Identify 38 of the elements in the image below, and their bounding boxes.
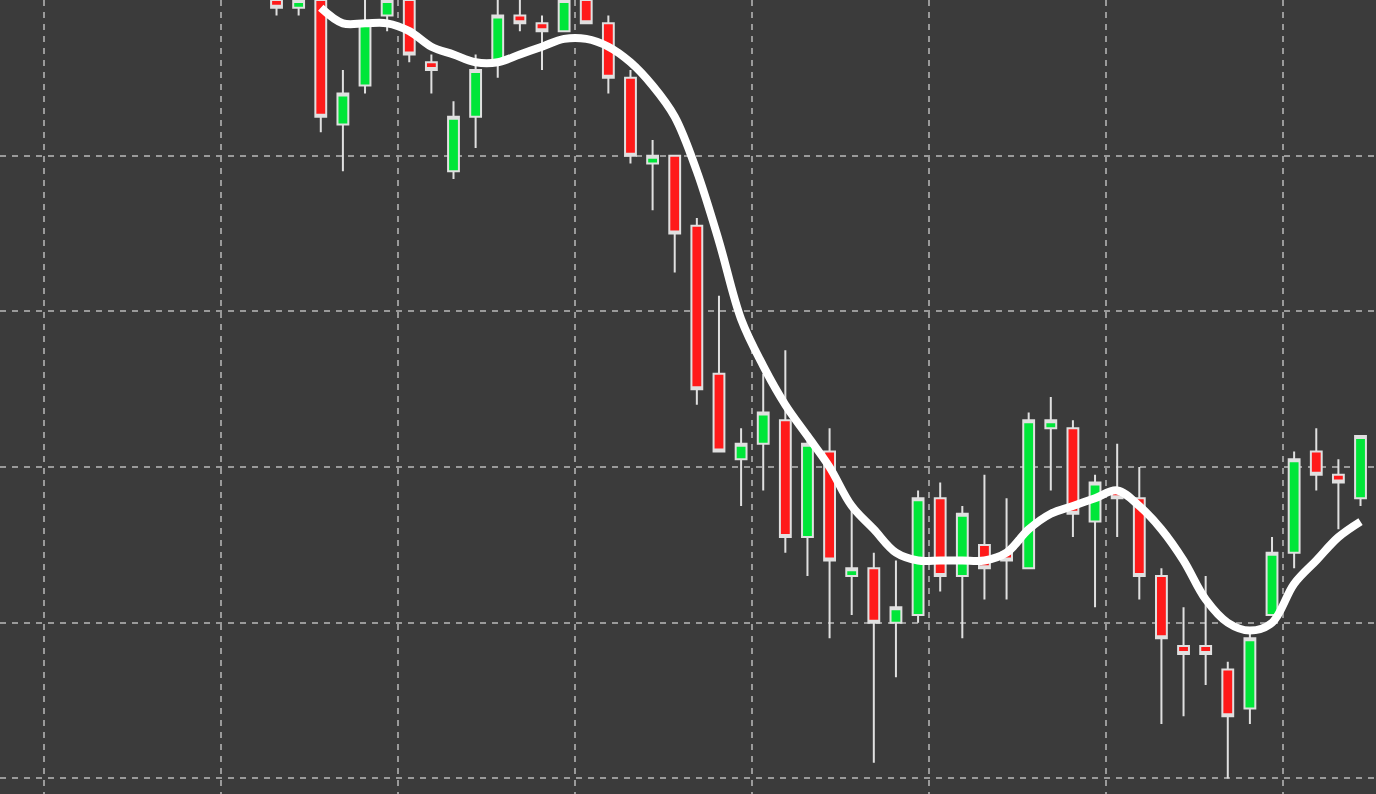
candlestick xyxy=(292,0,306,17)
candlestick xyxy=(1044,396,1058,492)
candlestick xyxy=(933,481,947,593)
candlestick xyxy=(513,0,527,33)
candlestick xyxy=(1309,427,1323,492)
candlestick xyxy=(734,427,748,507)
candlestick xyxy=(1243,629,1257,725)
candlestick xyxy=(1022,411,1036,570)
candlestick xyxy=(778,349,792,554)
candlestick xyxy=(1265,536,1279,616)
candlestick xyxy=(712,294,726,453)
candlestick xyxy=(624,69,637,165)
candlestick xyxy=(1199,575,1213,687)
candlestick xyxy=(380,0,394,33)
candlestick xyxy=(557,0,571,33)
candlestick xyxy=(358,0,372,95)
candlestick xyxy=(1155,567,1168,725)
candlestick xyxy=(469,53,483,149)
candlestick xyxy=(690,216,704,406)
candlestick xyxy=(756,372,770,492)
candlestick xyxy=(646,139,660,212)
candlestick xyxy=(447,100,460,181)
candlestick xyxy=(491,0,505,79)
candlestick xyxy=(889,559,903,679)
candlestick xyxy=(535,14,549,72)
candlestick xyxy=(1177,606,1190,718)
candlestick xyxy=(867,551,881,764)
candlestick xyxy=(668,154,682,274)
candlestick xyxy=(1354,434,1367,507)
candlestick xyxy=(424,53,438,95)
candlestick xyxy=(336,69,350,173)
candlestick xyxy=(579,0,593,25)
candlestick xyxy=(314,0,328,134)
candlestick xyxy=(911,489,925,624)
candlestick xyxy=(270,0,283,17)
candlestick xyxy=(1287,450,1301,570)
candlestick xyxy=(1331,458,1345,531)
candlestick xyxy=(1221,660,1235,780)
